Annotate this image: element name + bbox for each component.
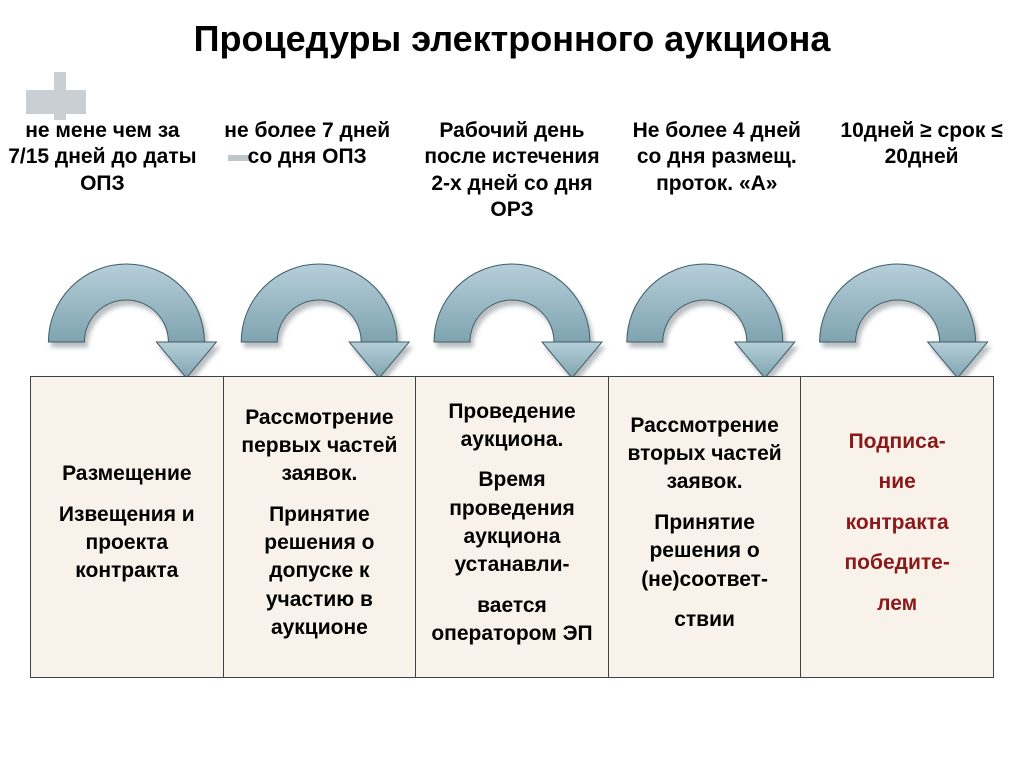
stage-1: Рассмотрение первых частей заявок. Принят… — [224, 377, 417, 677]
stage-text: Извещения и проекта контракта — [39, 501, 215, 586]
timing-label-4: 10дней ≥ срок ≤ 20дней — [819, 118, 1024, 223]
arc-arrow-0 — [48, 264, 204, 342]
timing-labels-row: не мене чем за 7/15 дней до даты ОПЗне б… — [0, 118, 1024, 223]
stage-text: Время проведения аукциона устанавли- — [424, 466, 600, 579]
arc-arrow-head-2 — [542, 342, 602, 378]
stage-3: Рассмотрение вторых частей заявок. Принят… — [609, 377, 802, 677]
arc-arrow-head-4 — [928, 342, 988, 378]
timing-label-0: не мене чем за 7/15 дней до даты ОПЗ — [0, 118, 205, 223]
arc-arrow-2 — [434, 264, 590, 342]
arc-arrow-3 — [627, 264, 783, 342]
stage-text: Подписа- — [809, 428, 985, 456]
stage-0: Размещение Извещения и проекта контракта — [31, 377, 224, 677]
arc-arrows — [30, 232, 994, 382]
stage-text: Размещение — [39, 460, 215, 488]
page-title: Процедуры электронного аукциона — [0, 0, 1024, 60]
stages-table: РазмещениеИзвещения и проекта контрактаР… — [30, 376, 994, 678]
stage-text: ние — [809, 468, 985, 496]
stage-4: Подписа-ние контракта победите-лем — [801, 377, 993, 677]
stage-text: победите- — [809, 549, 985, 577]
stage-text: Рассмотрение первых частей заявок. — [232, 404, 408, 489]
timing-label-1: не более 7 дней со дня ОПЗ — [205, 118, 410, 223]
arc-arrow-head-0 — [156, 342, 216, 378]
corner-decoration — [26, 90, 86, 114]
timing-label-3: Не более 4 дней со дня размещ. проток. «… — [614, 118, 819, 223]
stage-text: Рассмотрение вторых частей заявок. — [617, 412, 793, 497]
stage-text: ствии — [617, 606, 793, 634]
arc-arrow-head-3 — [735, 342, 795, 378]
timing-label-2: Рабочий день после истечения 2-х дней со… — [410, 118, 615, 223]
stage-text: Принятие решения о (не)соответ- — [617, 509, 793, 594]
arc-arrow-head-1 — [349, 342, 409, 378]
arc-arrow-4 — [820, 264, 976, 342]
stage-2: Проведение аукциона. Время проведения аук… — [416, 377, 609, 677]
stage-text: вается оператором ЭП — [424, 592, 600, 649]
stage-text: лем — [809, 590, 985, 618]
stage-text: Принятие решения о допуске к участию в а… — [232, 501, 408, 643]
stage-text: Проведение аукциона. — [424, 398, 600, 455]
stage-text: контракта — [809, 509, 985, 537]
arc-arrow-1 — [241, 264, 397, 342]
